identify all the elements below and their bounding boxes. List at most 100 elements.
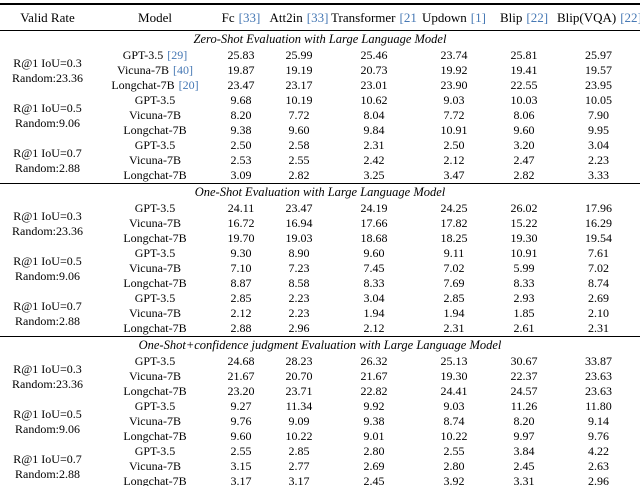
- model-cell: Longchat-7B [20]: [95, 78, 215, 93]
- model-name: Longchat-7B: [123, 168, 187, 182]
- table-row: R@1 IoU=0.7 Random:2.88 GPT-3.5 2.85 2.2…: [0, 291, 640, 328]
- metric-value: 9.95: [588, 123, 609, 137]
- citation-link[interactable]: [33]: [306, 9, 329, 25]
- model-name: GPT-3.5: [134, 93, 176, 107]
- citation-link[interactable]: [22]: [620, 9, 640, 25]
- col-header-valid-rate: Valid Rate: [0, 4, 95, 31]
- metric-value: 3.20: [513, 138, 535, 152]
- metric-value: 2.80: [443, 459, 465, 473]
- model-name: Longchat-7B: [123, 384, 187, 398]
- valid-rate-cell: R@1 IoU=0.5 Random:9.06: [0, 93, 95, 138]
- model-cell: Longchat-7B: [95, 231, 215, 246]
- citation-link[interactable]: [29]: [167, 48, 188, 62]
- table-row: R@1 IoU=0.3 Random:23.36 GPT-3.5 24.11 2…: [0, 201, 640, 238]
- valid-rate-random: Random:23.36: [12, 70, 83, 85]
- metric-value: 10.22: [440, 429, 468, 443]
- citation-link[interactable]: [21]: [399, 9, 417, 25]
- metric-value: 2.31: [588, 321, 609, 335]
- metric-value: 8.20: [230, 108, 252, 122]
- metric-value: 19.70: [227, 231, 255, 245]
- table-row: Longchat-7B 2.88 2.96 2.12 2.31 2.61 2.3…: [0, 321, 640, 337]
- metric-value: 9.68: [230, 93, 252, 107]
- model-name: GPT-3.5: [134, 138, 176, 152]
- model-cell: GPT-3.5: [95, 138, 215, 153]
- table-row: Longchat-7B 3.17 3.17 2.45 3.92 3.31 2.9…: [0, 474, 640, 486]
- model-cell: Vicuna-7B: [95, 153, 215, 168]
- metric-value: 8.33: [513, 276, 535, 290]
- metric-value: 25.46: [360, 48, 388, 62]
- valid-rate-iou: R@1 IoU=0.5: [13, 253, 82, 268]
- section-title: One-Shot+confidence judgment Evaluation …: [0, 336, 640, 354]
- metric-value: 2.47: [513, 153, 535, 167]
- citation-link[interactable]: [33]: [238, 9, 261, 25]
- metric-value: 25.97: [585, 48, 612, 62]
- valid-rate-cell: R@1 IoU=0.7 Random:2.88: [0, 138, 95, 184]
- metric-value: 8.90: [288, 246, 310, 260]
- metric-value: 16.72: [227, 216, 255, 230]
- metric-value: 19.87: [227, 63, 255, 77]
- table-row: Longchat-7B 9.60 10.22 9.01 10.22 9.97 9…: [0, 429, 640, 444]
- col-header-blip-vqa: Blip(VQA) [22]: [557, 4, 640, 31]
- citation-link[interactable]: [40]: [172, 63, 193, 77]
- section-title: One-Shot Evaluation with Large Language …: [0, 183, 640, 201]
- metric-value: 2.23: [288, 291, 310, 305]
- metric-value: 16.94: [285, 216, 313, 230]
- metric-value: 7.10: [230, 261, 252, 275]
- table-row: Longchat-7B [20] 23.47 23.17 23.01 23.90 …: [0, 78, 640, 93]
- table-header: Valid Rate Model Fc [33] Att2in [33] Trans…: [0, 4, 640, 31]
- table-row: Vicuna-7B 2.12 2.23 1.94 1.94 1.85 2.10: [0, 306, 640, 321]
- metric-value: 22.55: [510, 78, 538, 92]
- metric-value: 3.92: [443, 474, 465, 486]
- metric-value: 7.69: [443, 276, 465, 290]
- table-row: Vicuna-7B 21.67 20.70 21.67 19.30 22.37 …: [0, 369, 640, 384]
- metric-value: 2.85: [230, 291, 252, 305]
- metric-value: 8.06: [513, 108, 535, 122]
- metric-value: 9.14: [588, 414, 609, 428]
- table-row: Longchat-7B 19.70 19.03 18.68 18.25 19.3…: [0, 231, 640, 246]
- col-label: Att2in: [269, 9, 303, 25]
- model-cell: GPT-3.5 [29]: [95, 48, 215, 63]
- metric-value: 9.03: [443, 399, 465, 413]
- metric-value: 2.58: [288, 138, 310, 152]
- metric-value: 11.34: [285, 399, 313, 413]
- model-cell: Longchat-7B: [95, 384, 215, 399]
- metric-value: 2.12: [443, 153, 465, 167]
- metric-value: 23.17: [285, 78, 313, 92]
- model-cell: GPT-3.5: [95, 246, 215, 261]
- metric-value: 2.45: [363, 474, 385, 486]
- model-cell: Longchat-7B: [95, 168, 215, 184]
- metric-value: 8.33: [363, 276, 385, 290]
- metric-value: 23.20: [227, 384, 255, 398]
- metric-value: 9.03: [443, 93, 465, 107]
- metric-value: 9.11: [443, 246, 465, 260]
- col-label: Model: [138, 9, 172, 25]
- col-header-model: Model: [95, 4, 215, 31]
- metric-value: 2.96: [588, 474, 609, 486]
- metric-value: 3.17: [230, 474, 252, 486]
- section-title: Zero-Shot Evaluation with Large Language…: [193, 32, 447, 46]
- citation-link[interactable]: [20]: [178, 78, 199, 92]
- model-name: Vicuna-7B: [129, 261, 181, 275]
- model-cell: Longchat-7B: [95, 321, 215, 337]
- model-name: GPT-3.5: [134, 246, 176, 260]
- model-cell: Vicuna-7B [40]: [95, 63, 215, 78]
- metric-value: 2.55: [288, 153, 310, 167]
- metric-value: 20.73: [360, 63, 388, 77]
- metric-value: 24.41: [440, 384, 468, 398]
- metric-value: 22.37: [510, 369, 538, 383]
- metric-value: 2.85: [443, 291, 465, 305]
- metric-value: 2.10: [588, 306, 609, 320]
- model-name: Longchat-7B: [123, 429, 187, 443]
- citation-link[interactable]: [1]: [470, 9, 486, 25]
- metric-value: 9.97: [513, 429, 535, 443]
- metric-value: 2.55: [443, 444, 465, 458]
- col-label: Blip: [499, 9, 523, 25]
- metric-value: 2.69: [363, 459, 385, 473]
- model-cell: GPT-3.5: [95, 93, 215, 108]
- metric-value: 9.60: [288, 123, 310, 137]
- model-name: Longchat-7B: [111, 78, 175, 92]
- metric-value: 3.17: [288, 474, 310, 486]
- table-row: R@1 IoU=0.5 Random:9.06 GPT-3.5 9.27 11.…: [0, 399, 640, 436]
- citation-link[interactable]: [22]: [526, 9, 549, 25]
- model-name: GPT-3.5: [134, 354, 176, 368]
